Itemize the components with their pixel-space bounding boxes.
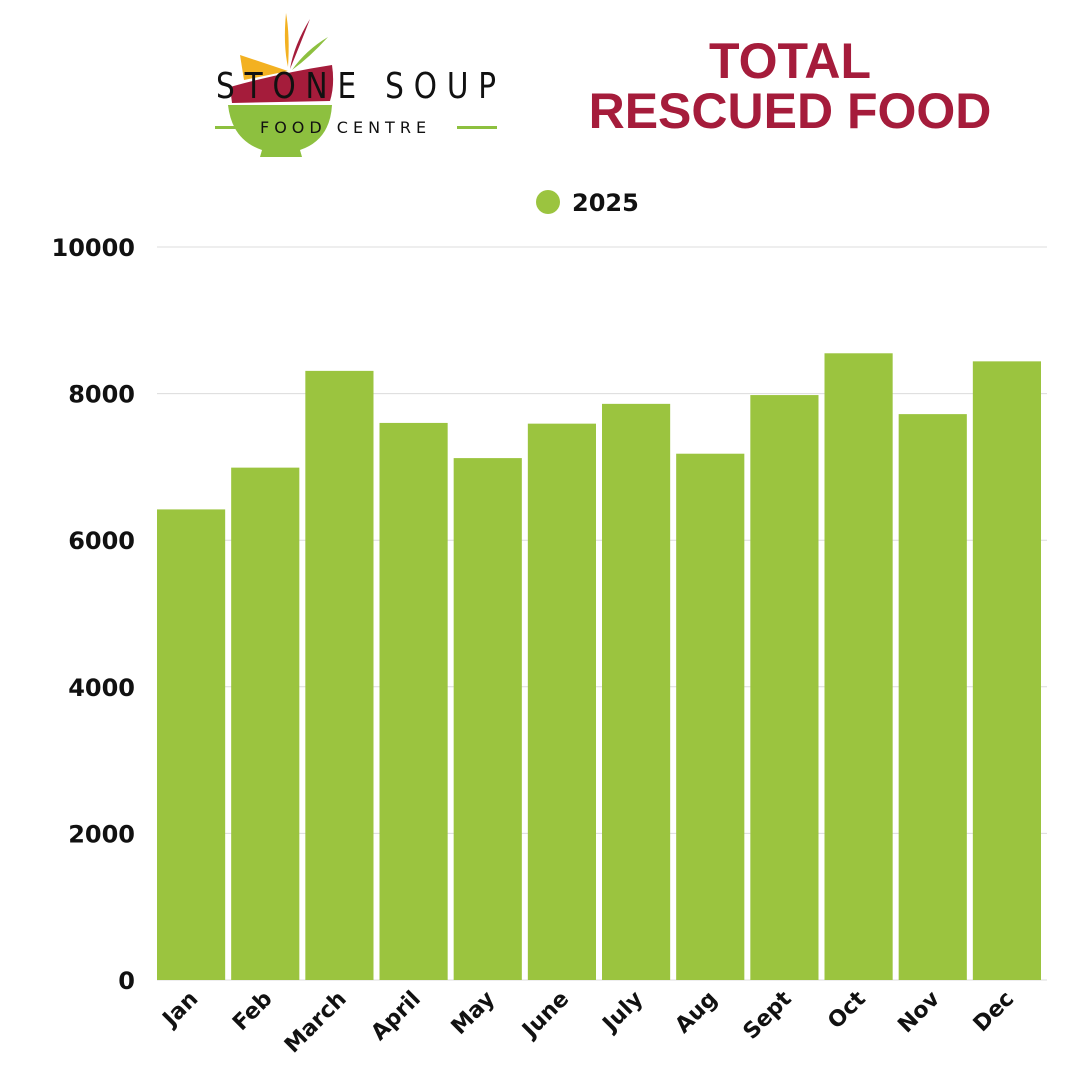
bar-march <box>305 370 374 980</box>
title-line-2: RESCUED FOOD <box>588 83 992 139</box>
x-tick-label: April <box>367 987 426 1046</box>
divider <box>215 126 255 129</box>
x-tick-label: Aug <box>671 987 723 1039</box>
brand-name: STONE SOUP <box>216 66 506 107</box>
title-line-1: TOTAL <box>708 33 871 89</box>
x-tick-label: Sept <box>739 986 797 1044</box>
y-tick-label: 8000 <box>68 381 135 409</box>
bar-sept <box>750 395 819 980</box>
bar-nov <box>898 414 967 980</box>
bar-dec <box>972 361 1041 980</box>
y-tick-label: 0 <box>118 967 135 995</box>
page-title: TOTAL RESCUED FOOD <box>560 36 1020 136</box>
divider <box>457 126 497 129</box>
x-tick-label: Feb <box>228 987 277 1036</box>
stone-soup-logo <box>228 13 334 157</box>
x-tick-label: May <box>447 987 500 1040</box>
bar-oct <box>824 353 893 980</box>
legend-label: 2025 <box>572 189 639 217</box>
x-tick-label: Oct <box>823 986 871 1034</box>
x-tick-label: Nov <box>893 986 945 1038</box>
bar-july <box>602 403 671 980</box>
x-tick-label: March <box>280 987 352 1059</box>
x-tick-label: Jan <box>157 987 203 1033</box>
bar-june <box>527 423 596 980</box>
bar-may <box>453 458 522 980</box>
y-tick-label: 4000 <box>68 674 135 702</box>
bar-april <box>379 422 448 980</box>
y-tick-label: 2000 <box>68 820 135 848</box>
bar-feb <box>231 467 300 980</box>
brand-subtitle: FOOD CENTRE <box>260 118 432 137</box>
x-tick-label: Dec <box>969 987 1019 1037</box>
x-tick-label: June <box>517 987 575 1045</box>
bar-jan <box>157 509 226 980</box>
y-tick-label: 6000 <box>68 527 135 555</box>
y-tick-label: 10000 <box>52 234 136 262</box>
legend-marker <box>536 190 560 214</box>
bar-aug <box>676 453 745 980</box>
x-tick-label: July <box>597 987 648 1038</box>
